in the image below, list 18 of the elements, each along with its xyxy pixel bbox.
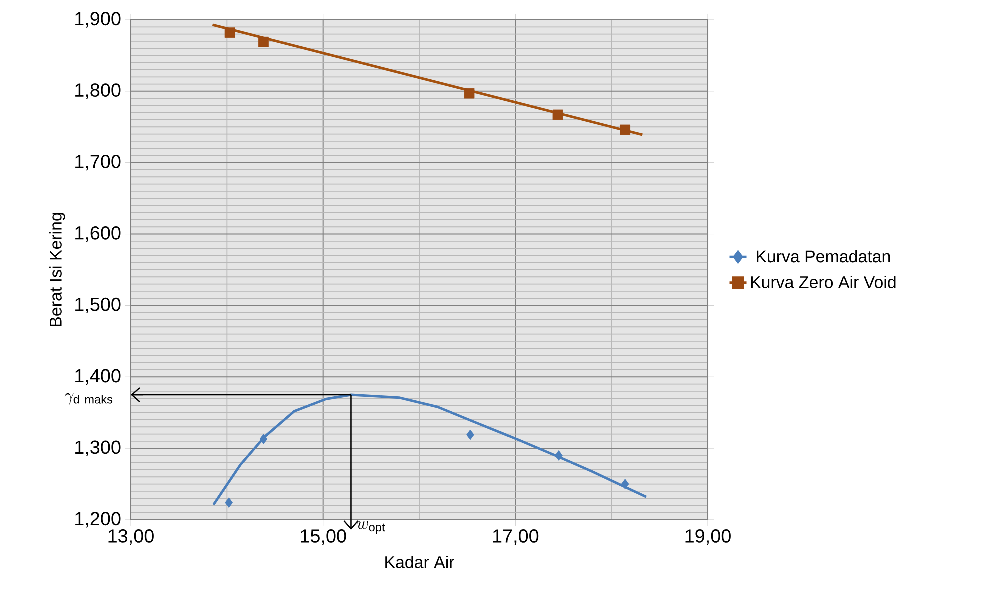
- x-axis-title: Kadar Air: [386, 556, 454, 568]
- x-tick-label: 13,00: [108, 530, 154, 546]
- y-tick-label: 1,700: [76, 155, 121, 171]
- y-tick-label: 1,300: [76, 440, 121, 456]
- x-tick-label: 15,00: [301, 530, 346, 546]
- y-tick-label: 1,600: [76, 226, 121, 242]
- y-axis-title: Berat Isi Kering: [50, 213, 66, 326]
- y-tick-label: 1,800: [76, 84, 121, 100]
- ref-line-label: $w_{\mathrm{opt}}$: [357, 521, 386, 534]
- y-tick-label: 1,900: [76, 12, 121, 28]
- y-tick-label: 1,200: [76, 512, 121, 528]
- legend-label: Kurva Pemadatan: [757, 250, 890, 263]
- x-tick-label: 17,00: [493, 530, 539, 546]
- x-tick-label: 19,00: [686, 530, 731, 546]
- y-tick-label: 1,400: [76, 369, 121, 385]
- ref-line-label: $\gamma_{\mathrm{d\ maks}}$: [64, 393, 113, 405]
- y-tick-label: 1,500: [76, 298, 121, 314]
- legend-label: Kurva Zero Air Void: [751, 276, 896, 288]
